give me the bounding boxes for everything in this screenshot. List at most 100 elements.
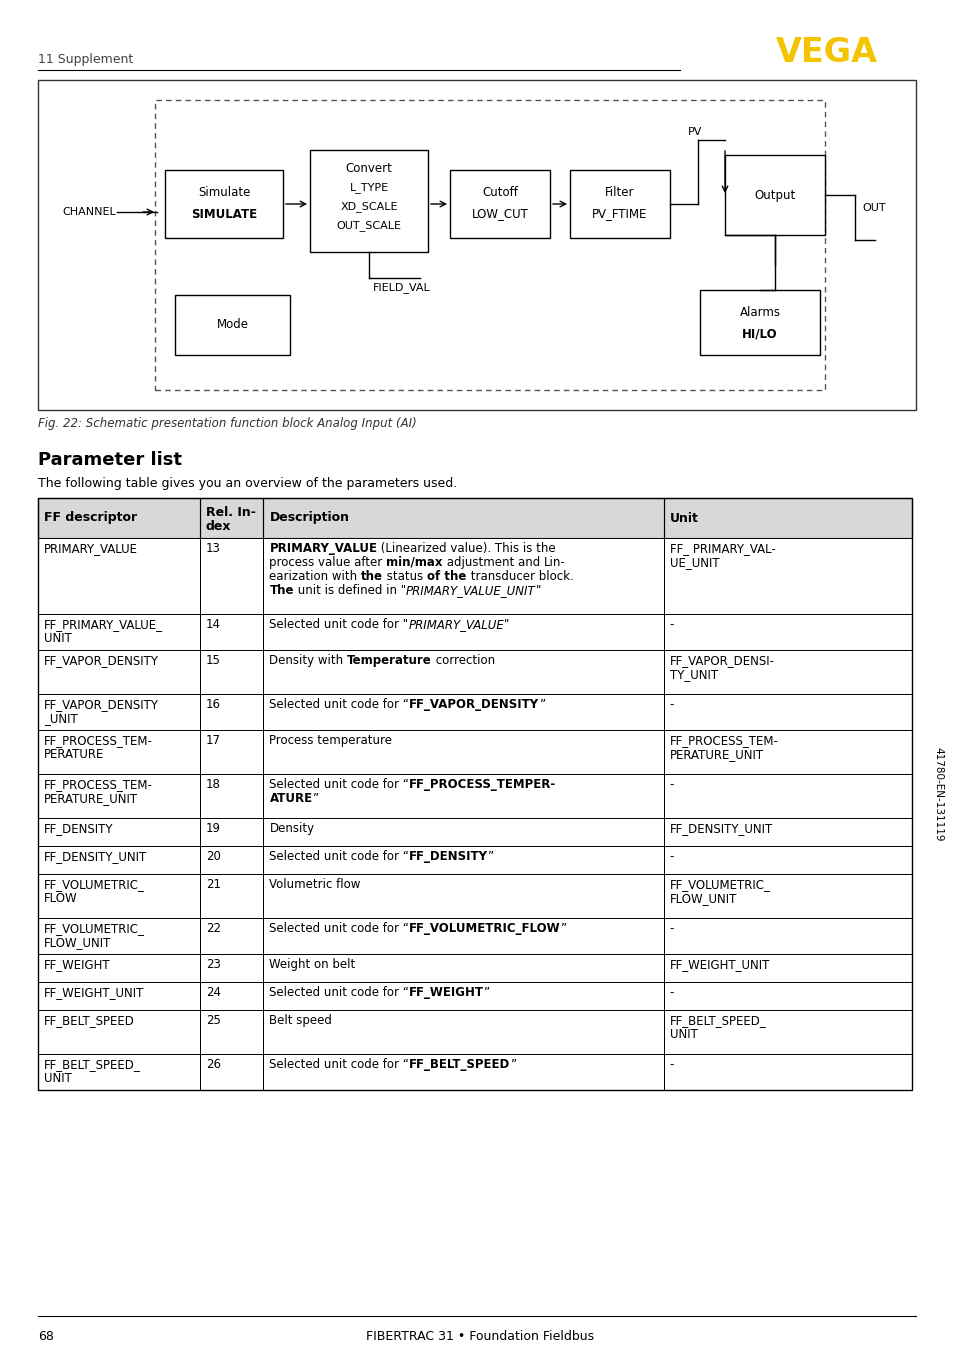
Text: min/max: min/max [386,555,442,569]
Text: 17: 17 [206,734,220,747]
Bar [263,818,663,846]
Text: Alarms: Alarms [739,306,780,318]
Text: FF_VAPOR_DENSI-: FF_VAPOR_DENSI- [669,654,774,666]
Bar [38,873,199,918]
Text: L_TYPE: L_TYPE [349,183,388,194]
Text: LOW_CUT: LOW_CUT [471,207,528,221]
Text: Weight on belt: Weight on belt [269,957,355,971]
Bar [38,1053,911,1090]
Text: Unit: Unit [669,512,698,524]
Text: FLOW_UNIT: FLOW_UNIT [669,892,737,904]
Bar [663,818,911,846]
Text: FF_VOLUMETRIC_: FF_VOLUMETRIC_ [669,877,770,891]
Text: FLOW: FLOW [44,892,77,904]
Text: dex: dex [206,520,231,532]
Bar [38,695,911,730]
Text: ": " [536,584,540,597]
Bar [38,918,199,955]
Text: -: - [669,922,674,934]
Text: Fig. 22: Schematic presentation function block Analog Input (AI): Fig. 22: Schematic presentation function… [38,417,416,431]
Bar [38,818,199,846]
Text: the: the [361,570,383,582]
Text: ”: ” [539,697,545,711]
Bar [263,730,663,774]
Text: Filter: Filter [604,185,634,199]
Bar [663,846,911,873]
Text: XD_SCALE: XD_SCALE [340,202,397,213]
Bar [263,498,663,538]
Bar [38,846,199,873]
Text: TY_UNIT: TY_UNIT [669,668,718,681]
Text: Cutoff: Cutoff [481,185,517,199]
Bar [263,613,663,650]
Bar [165,171,283,238]
Bar [663,1053,911,1090]
Bar [38,918,911,955]
Bar [38,818,911,846]
Bar [663,774,911,818]
Text: Selected unit code for “: Selected unit code for “ [269,777,409,791]
Bar [174,295,290,355]
Bar [38,1010,199,1053]
Text: correction: correction [432,654,495,666]
Bar [263,955,663,982]
Text: FF_ PRIMARY_VAL-: FF_ PRIMARY_VAL- [669,542,775,555]
Text: FF_BELT_SPEED_: FF_BELT_SPEED_ [44,1057,141,1071]
Bar [38,498,199,538]
Text: Selected unit code for ": Selected unit code for " [269,617,408,631]
Text: Selected unit code for “: Selected unit code for “ [269,1057,409,1071]
Text: FF_DENSITY_UNIT: FF_DENSITY_UNIT [669,822,772,835]
Text: 14: 14 [206,617,220,631]
Text: FF_WEIGHT: FF_WEIGHT [44,957,111,971]
Text: ”: ” [484,986,490,999]
Bar [663,538,911,613]
Text: FF descriptor: FF descriptor [44,512,137,524]
Bar [263,873,663,918]
Text: 21: 21 [206,877,220,891]
Text: Convert: Convert [345,161,392,175]
Bar [199,982,263,1010]
Text: Selected unit code for “: Selected unit code for “ [269,850,409,862]
Text: -: - [669,986,674,999]
Bar [38,538,199,613]
Bar [663,695,911,730]
Text: earization with: earization with [269,570,361,582]
Text: ”: ” [313,792,318,804]
Text: FF_PROCESS_TEM-: FF_PROCESS_TEM- [44,734,152,747]
Text: FIBERTRAC 31 • Foundation Fieldbus: FIBERTRAC 31 • Foundation Fieldbus [366,1330,594,1343]
Bar [663,613,911,650]
Text: Rel. In-: Rel. In- [206,505,255,519]
Text: SIMULATE: SIMULATE [191,207,256,221]
Bar [38,982,911,1010]
Text: OUT_SCALE: OUT_SCALE [336,221,401,232]
Text: FF_VAPOR_DENSITY: FF_VAPOR_DENSITY [44,697,159,711]
Bar [199,538,263,613]
Text: FF_PROCESS_TEM-: FF_PROCESS_TEM- [44,777,152,791]
Text: FF_PROCESS_TEMPER-: FF_PROCESS_TEMPER- [409,777,556,791]
Bar [663,1010,911,1053]
Text: FF_WEIGHT: FF_WEIGHT [409,986,484,999]
Text: PERATURE_UNIT: PERATURE_UNIT [669,747,763,761]
Text: FF_VOLUMETRIC_FLOW: FF_VOLUMETRIC_FLOW [409,922,560,934]
Text: ": " [504,617,509,631]
Bar [263,918,663,955]
Text: OUT: OUT [862,203,884,213]
Text: PRIMARY_VALUE: PRIMARY_VALUE [408,617,504,631]
Bar [569,171,669,238]
Text: FF_DENSITY: FF_DENSITY [409,850,488,862]
Text: FF_DENSITY_UNIT: FF_DENSITY_UNIT [44,850,147,862]
Text: PRIMARY_VALUE: PRIMARY_VALUE [269,542,377,555]
Bar [663,650,911,695]
Bar [263,538,663,613]
Bar [38,695,199,730]
Text: Selected unit code for “: Selected unit code for “ [269,697,409,711]
Text: 18: 18 [206,777,220,791]
Text: adjustment and: adjustment and [442,555,543,569]
Text: Selected unit code for “: Selected unit code for “ [269,986,409,999]
Bar [38,982,199,1010]
Bar [38,955,911,982]
Text: FF_VAPOR_DENSITY: FF_VAPOR_DENSITY [409,697,539,711]
Text: -: - [669,850,674,862]
Bar [263,695,663,730]
Text: PERATURE: PERATURE [44,747,104,761]
